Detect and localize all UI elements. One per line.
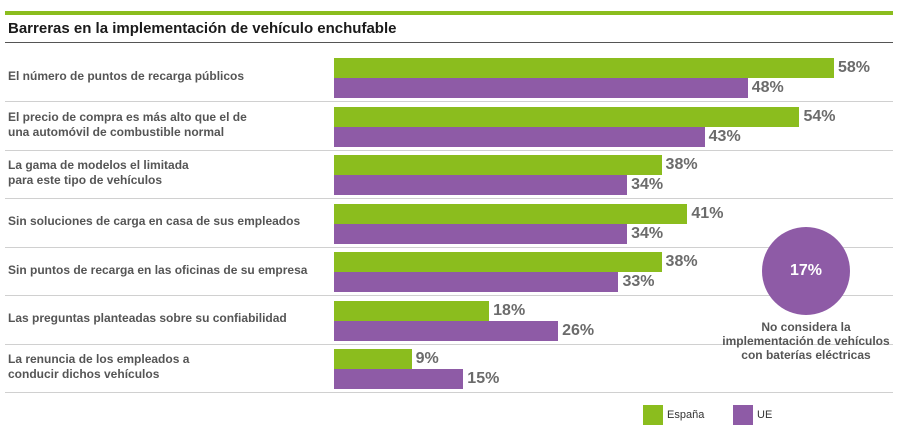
callout-note-line: con baterías eléctricas [741, 348, 871, 362]
callout-value: 17% [789, 262, 823, 279]
bar-espana [334, 58, 834, 78]
bar-espana [334, 203, 688, 224]
category-label-line: Las preguntas planteadas sobre su confia… [8, 311, 287, 325]
bar-ue [334, 320, 559, 341]
top-accent-rule [5, 11, 893, 15]
category-label: Sin puntos de recarga en las oficinas de… [8, 263, 328, 278]
bar-ue [334, 272, 619, 292]
value-label-ue: 48% [751, 79, 784, 96]
value-label-ue: 33% [622, 273, 655, 290]
bar-ue [334, 126, 705, 147]
legend-swatch-ue [733, 405, 753, 425]
value-label-ue: 34% [631, 176, 664, 193]
value-label-espana: 58% [837, 59, 870, 76]
callout-note-line: implementación de vehículos [722, 334, 890, 348]
value-label-ue: 34% [631, 224, 664, 242]
legend-label-espana: España [667, 409, 705, 421]
category-label-line: El precio de compra es más alto que el d… [8, 109, 247, 124]
row-separator [5, 246, 893, 248]
value-label-ue: 15% [467, 370, 500, 387]
bar-espana [334, 106, 800, 127]
row-separator [5, 149, 893, 151]
bar-espana [334, 155, 662, 175]
category-label-line: La renuncia de los empleados a [8, 352, 190, 366]
category-label-line: una automóvil de combustible normal [8, 124, 225, 139]
bar-ue [334, 175, 628, 195]
value-label-espana: 41% [691, 204, 724, 222]
category-label: La renuncia de los empleados a conducir d… [8, 352, 328, 382]
bar-espana [334, 252, 662, 272]
category-label-line: Sin soluciones de carga en casa de sus e… [8, 214, 301, 228]
bar-ue [334, 369, 464, 389]
row-separator [5, 295, 893, 296]
title-divider [5, 42, 893, 43]
row-separator [5, 198, 893, 199]
category-label: El número de puntos de recarga públicos [8, 69, 328, 84]
category-label: Las preguntas planteadas sobre su confia… [8, 311, 328, 326]
value-label-ue: 26% [562, 321, 595, 339]
row-separator [5, 101, 893, 102]
row-separator [5, 392, 893, 393]
category-label-line: El número de puntos de recarga públicos [8, 68, 245, 83]
value-label-espana: 38% [665, 156, 698, 173]
category-label-line: para este tipo de vehículos [8, 173, 163, 187]
legend-swatch-espana [643, 405, 663, 425]
category-label-line: Sin puntos de recarga en las oficinas de… [8, 262, 308, 277]
bar-espana [334, 300, 490, 321]
value-label-espana: 9% [415, 350, 439, 367]
value-label-espana: 18% [493, 301, 526, 319]
category-label-line: La gama de modelos el limitada [8, 158, 189, 172]
value-label-espana: 54% [803, 107, 836, 125]
bar-ue [334, 223, 628, 244]
legend-label-ue: UE [757, 409, 773, 421]
chart-title: Barreras en la implementación de vehícul… [8, 20, 397, 37]
category-label: La gama de modelos el limitada para este … [8, 158, 328, 188]
bar-ue [334, 78, 748, 98]
category-label-line: conducir dichos vehículos [8, 367, 160, 381]
bar-espana [334, 349, 412, 369]
callout-note-line: No considera la [761, 320, 851, 334]
row-separator [5, 343, 893, 345]
category-label: Sin soluciones de carga en casa de sus e… [8, 214, 328, 229]
value-label-espana: 38% [665, 253, 698, 270]
value-label-ue: 43% [708, 127, 741, 145]
callout-note: No considera la implementación de vehícu… [706, 320, 900, 362]
callout-circle: 17% [762, 227, 850, 315]
category-label: El precio de compra es más alto que el d… [8, 110, 328, 140]
